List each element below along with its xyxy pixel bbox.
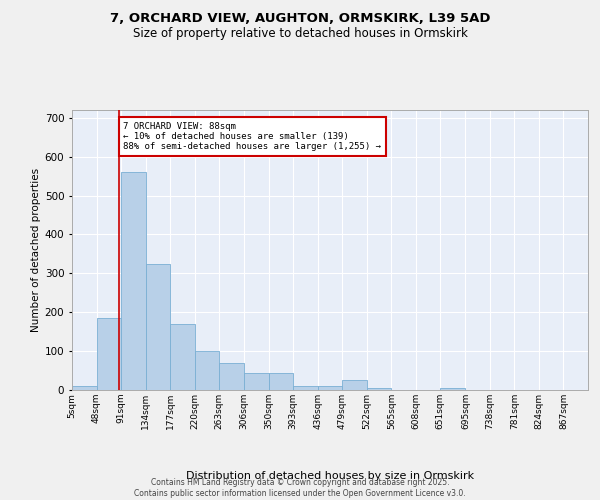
Y-axis label: Number of detached properties: Number of detached properties [31,168,41,332]
Bar [293,386,318,390]
Bar [97,318,121,390]
Bar [219,363,244,390]
Text: 7 ORCHARD VIEW: 88sqm
← 10% of detached houses are smaller (139)
88% of semi-det: 7 ORCHARD VIEW: 88sqm ← 10% of detached … [124,122,382,152]
Bar [367,388,391,390]
Bar [72,386,97,390]
Bar [342,380,367,390]
Bar [440,388,466,390]
Bar [244,372,269,390]
Bar [318,386,342,390]
Bar [269,372,293,390]
Text: Size of property relative to detached houses in Ormskirk: Size of property relative to detached ho… [133,28,467,40]
Bar [194,351,219,390]
Text: Contains HM Land Registry data © Crown copyright and database right 2025.
Contai: Contains HM Land Registry data © Crown c… [134,478,466,498]
Text: 7, ORCHARD VIEW, AUGHTON, ORMSKIRK, L39 5AD: 7, ORCHARD VIEW, AUGHTON, ORMSKIRK, L39 … [110,12,490,26]
Bar [170,324,194,390]
Bar [146,264,170,390]
Bar [121,172,146,390]
X-axis label: Distribution of detached houses by size in Ormskirk: Distribution of detached houses by size … [186,471,474,481]
